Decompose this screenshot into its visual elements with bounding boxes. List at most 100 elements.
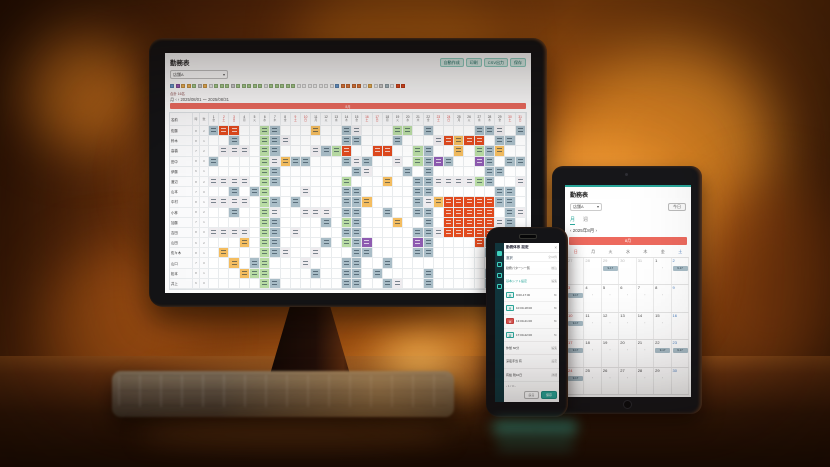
shift-cell[interactable] [260,156,271,166]
shift-cell[interactable] [505,166,516,176]
shift-cell[interactable] [239,207,250,217]
shift-cell[interactable] [392,176,404,187]
shift-cell[interactable] [474,187,485,197]
legend-swatch[interactable] [274,84,279,88]
legend-swatch[interactable] [285,84,290,88]
tab-月[interactable]: 月 [570,217,576,225]
shift-cell[interactable] [403,146,414,156]
shift-cell[interactable] [270,126,281,136]
shift-cell[interactable] [423,146,434,156]
shift-cell[interactable] [433,156,445,166]
shift-cell[interactable] [260,258,271,268]
shift-cell[interactable] [270,248,281,258]
shift-cell[interactable] [280,258,291,268]
shift-cell[interactable] [341,278,353,288]
shift-cell[interactable] [423,176,434,187]
shift-cell[interactable] [372,217,383,227]
shift-cell[interactable] [219,278,230,288]
shift-cell[interactable] [495,126,506,136]
shift-cell[interactable] [229,197,240,207]
shift-cell[interactable] [403,217,414,227]
legend-swatch[interactable] [362,84,367,88]
shift-cell[interactable] [209,197,220,207]
shift-cell[interactable] [392,227,404,238]
shift-cell[interactable] [444,146,455,156]
shift-cell[interactable] [484,126,496,136]
list-item-action[interactable]: 編集 [551,346,557,351]
legend-swatch[interactable] [214,84,218,88]
shift-cell[interactable] [505,146,516,156]
shift-cell[interactable] [464,166,475,176]
shift-cell[interactable] [209,258,220,268]
shift-cell[interactable] [311,166,322,176]
shift-cell[interactable] [382,207,393,217]
shift-cell[interactable] [474,248,485,258]
shift-cell[interactable] [341,217,353,227]
calendar-day[interactable]: 20 ・ [619,340,637,367]
shift-cell[interactable] [433,166,445,176]
shift-cell[interactable] [300,156,312,166]
list-item[interactable]: 休憩 60分 編集 [504,342,559,356]
shift-cell[interactable] [474,197,485,207]
shift-cell[interactable] [229,156,240,166]
shift-cell[interactable] [270,136,281,146]
shift-cell[interactable] [484,197,496,207]
shift-cell[interactable] [474,207,485,217]
shift-cell[interactable] [413,187,424,197]
shift-cell[interactable] [392,217,404,227]
shift-cell[interactable] [341,238,353,248]
legend-swatch[interactable] [280,84,284,88]
calendar-day[interactable]: 17 9-17 [567,340,585,367]
shift-cell[interactable] [229,238,240,248]
shift-cell[interactable] [474,278,485,288]
toolbar-button[interactable]: 保存 [510,57,526,67]
list-item[interactable]: 有給 残10日 詳細 [504,369,559,382]
shift-cell[interactable] [229,207,240,217]
shift-cell[interactable] [515,136,526,146]
shift-cell[interactable] [433,146,445,156]
shift-cell[interactable] [249,126,261,136]
legend-swatch[interactable] [175,84,180,88]
shift-cell[interactable] [229,126,240,136]
list-item-action[interactable]: 編集 [551,279,557,284]
shift-cell[interactable] [239,156,250,166]
shift-cell[interactable] [209,248,220,258]
calendar-day[interactable]: 18 ・ [584,340,602,367]
shift-cell[interactable] [239,197,250,207]
shift-cell[interactable] [311,238,322,248]
month-nav[interactable]: 月 ‹ › 2025/08/01 〜 2025/08/31 [170,96,229,102]
tablet-store-select[interactable]: 店舗A ▾ [570,203,602,211]
shift-cell[interactable] [239,248,250,258]
calendar-day[interactable]: 15 ・ [654,312,672,340]
shift-cell[interactable] [331,248,342,258]
shift-cell[interactable] [270,207,281,217]
shift-cell[interactable] [280,187,291,197]
shift-cell[interactable] [239,187,250,197]
shift-cell[interactable] [362,146,373,156]
shift-cell[interactable] [270,166,281,176]
shift-cell[interactable] [515,156,526,166]
shift-cell[interactable] [495,207,506,217]
shift-cell[interactable] [403,238,414,248]
shift-cell[interactable] [372,176,383,187]
shift-cell[interactable] [249,227,261,238]
shift-cell[interactable] [505,197,516,207]
shift-cell[interactable] [300,136,312,146]
shift-cell[interactable] [403,136,414,146]
shift-cell[interactable] [392,238,404,248]
grid-day-header[interactable]: 21 木 [413,113,424,125]
shift-cell[interactable] [311,146,322,156]
legend-swatch[interactable] [357,84,361,88]
legend-swatch[interactable] [192,84,196,88]
save-button[interactable]: 保存 [541,391,557,399]
shift-cell[interactable] [209,146,220,156]
shift-cell[interactable] [290,278,301,288]
shift-cell[interactable] [423,166,434,176]
shift-cell[interactable] [423,258,434,268]
shift-cell[interactable] [444,156,455,166]
calendar-day[interactable]: 1 ・ [654,258,672,285]
shift-cell[interactable] [505,176,516,187]
shift-cell[interactable] [454,207,465,217]
